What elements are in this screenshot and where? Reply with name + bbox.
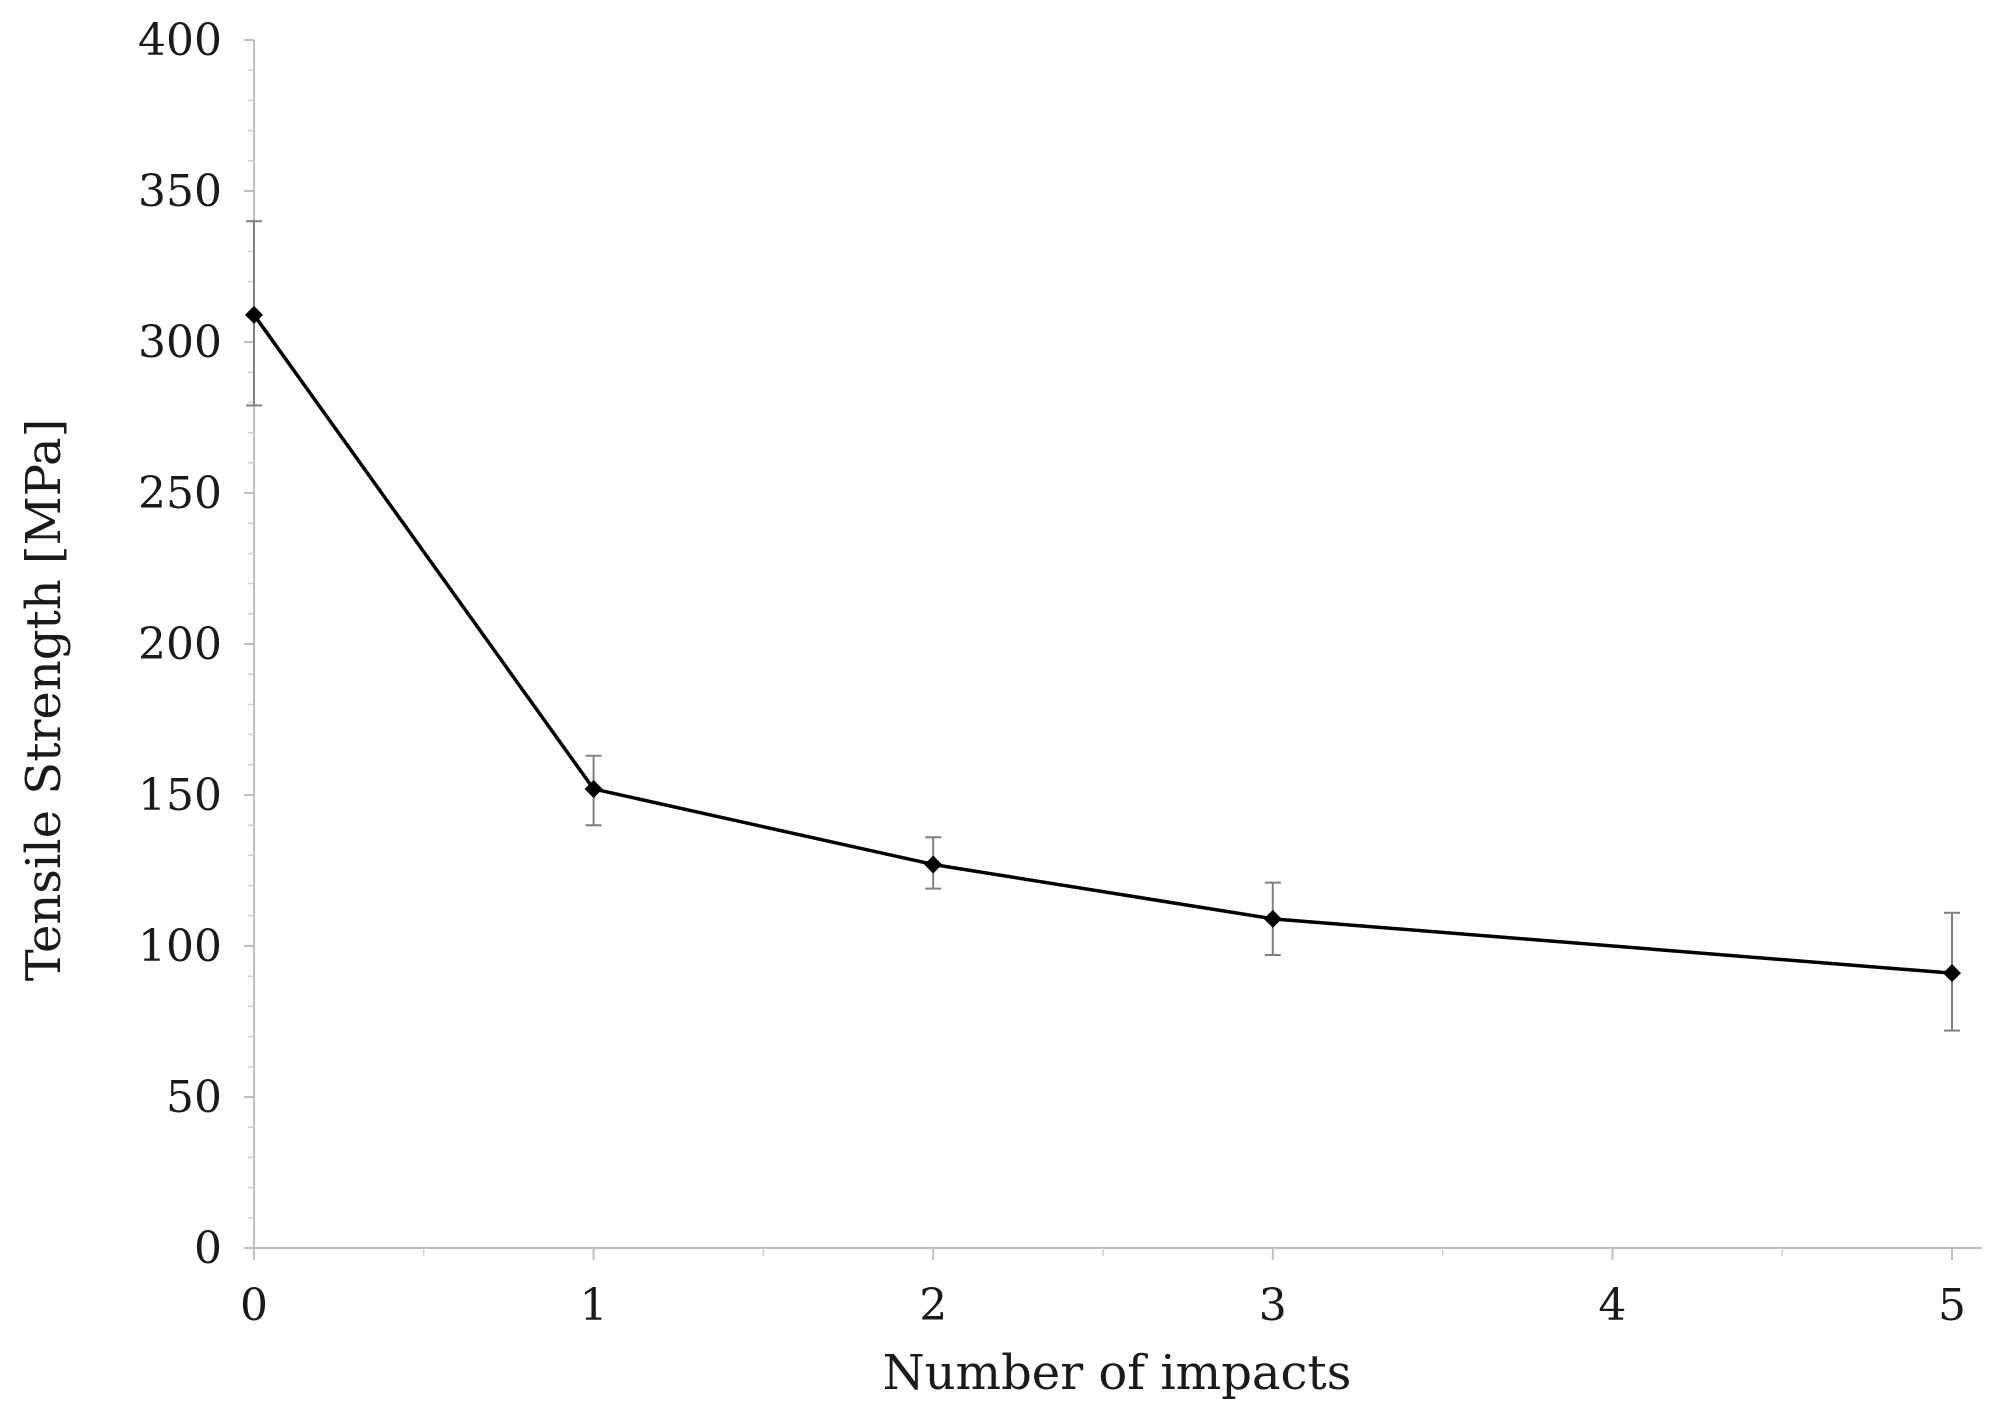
- x-tick-label: 4: [1598, 1280, 1626, 1331]
- data-point-marker: [245, 305, 263, 324]
- x-tick-label: 2: [919, 1280, 947, 1331]
- series-line: [252, 313, 1953, 975]
- x-axis-title: Number of impacts: [883, 1345, 1352, 1401]
- errorbar-layer: [246, 220, 1960, 1032]
- data-point-marker: [1263, 909, 1282, 928]
- data-point-marker: [1943, 964, 1961, 983]
- data-point-marker: [924, 855, 943, 874]
- y-tick-label: 400: [138, 15, 222, 66]
- y-axis-title: Tensile Strength [MPa]: [16, 419, 72, 982]
- y-tick-label: 250: [138, 468, 222, 519]
- y-tick-label: 150: [138, 770, 222, 821]
- y-tick-label: 100: [138, 921, 222, 972]
- series-layer: [252, 313, 1953, 975]
- y-tick-label: 50: [166, 1072, 222, 1123]
- y-tick-label: 200: [138, 619, 222, 670]
- axes-layer: [244, 39, 1982, 1260]
- x-tick-label: 3: [1259, 1280, 1287, 1331]
- x-tick-label: 5: [1938, 1280, 1966, 1331]
- x-tick-label: 0: [240, 1280, 268, 1331]
- data-point-marker: [584, 779, 603, 798]
- y-tick-label: 300: [138, 317, 222, 368]
- y-tick-label: 350: [138, 166, 222, 217]
- label-layer: 0 50 100 150 200 250 300 350 400 0 1 2 3 4 5: [138, 15, 1966, 1331]
- y-tick-label: 0: [194, 1223, 222, 1274]
- x-tick-label: 1: [580, 1280, 608, 1331]
- marker-layer: [245, 305, 1961, 983]
